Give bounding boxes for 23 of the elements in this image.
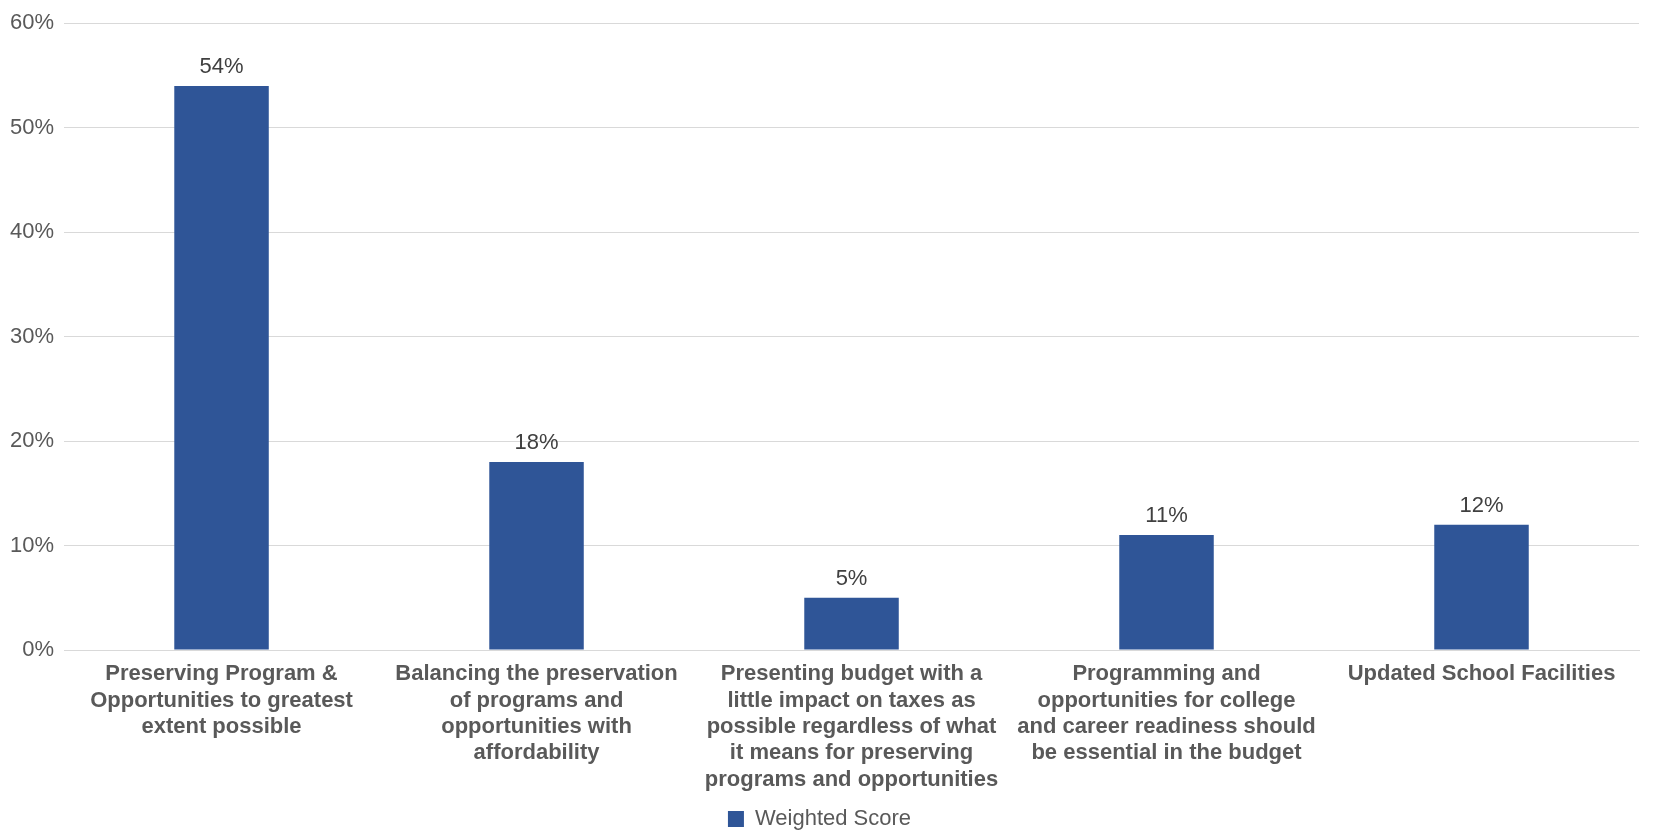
bar — [174, 85, 269, 650]
y-tick-label: 10% — [9, 531, 55, 557]
text: 11% — [1145, 502, 1188, 528]
x-tick-label: Updated School Facilities — [1347, 660, 1616, 686]
legend-label: Weighted Score — [754, 805, 912, 831]
text: 54% — [199, 52, 244, 78]
y-tick-label: 40% — [9, 218, 55, 244]
x-tick-label: Preserving Program & Opportunities to greatest extent possible — [90, 660, 354, 739]
bar — [1119, 535, 1214, 650]
text: 5% — [835, 564, 868, 590]
y-tick-label: 50% — [9, 113, 55, 139]
y-tick-label: 30% — [9, 322, 55, 348]
x-tick-label: Presenting budget with a little impact on taxes as possible regardless of what it means for preserving programs and opportunities — [704, 660, 999, 791]
bar — [804, 597, 899, 650]
bar — [1434, 524, 1529, 650]
text: 12% — [1459, 491, 1504, 517]
x-tick-label: Programming and opportunities for college and career readiness should be essential in the budget — [1017, 660, 1316, 765]
bar — [489, 461, 584, 650]
x-tick-label: Balancing the preservation of programs and opportunities with affordability — [395, 660, 678, 765]
text: 18% — [514, 429, 559, 455]
y-tick-label: 20% — [9, 427, 55, 453]
y-tick-label: 0% — [22, 636, 55, 662]
y-tick-label: 60% — [9, 9, 55, 35]
